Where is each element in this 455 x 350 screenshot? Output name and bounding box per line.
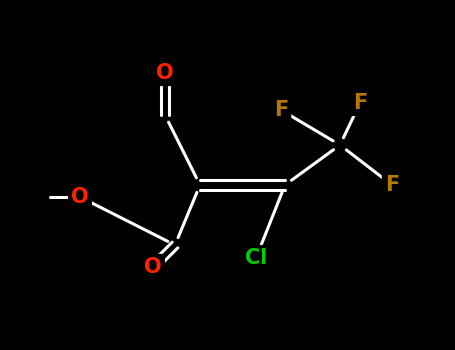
Text: O: O (156, 63, 174, 83)
Text: F: F (385, 175, 399, 195)
Text: O: O (144, 257, 162, 277)
Text: F: F (353, 93, 367, 113)
Text: O: O (71, 187, 89, 207)
Text: F: F (274, 100, 288, 120)
Text: Cl: Cl (245, 248, 267, 268)
